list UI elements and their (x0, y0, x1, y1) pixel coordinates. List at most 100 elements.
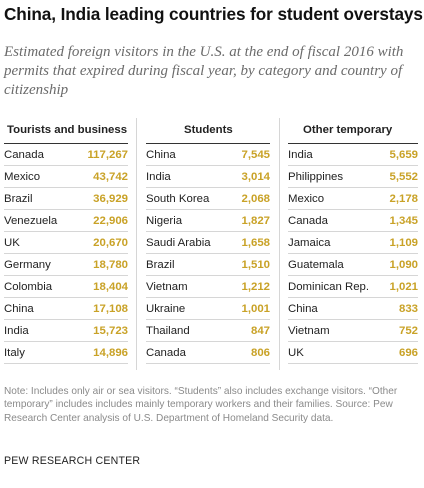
overstay-value: 22,906 (93, 214, 128, 227)
overstay-value: 43,742 (93, 170, 128, 183)
footnote: Note: Includes only air or sea visitors.… (4, 386, 398, 424)
overstay-value: 20,670 (93, 236, 128, 249)
overstay-value: 2,178 (389, 192, 418, 205)
column-students: Students China 7,545 India 3,014 South Korea… (146, 118, 270, 364)
table-row: Mexico 43,742 (4, 166, 128, 188)
table-row: Italy 14,896 (4, 342, 128, 364)
country-label: Mexico (288, 192, 325, 205)
table-row: Colombia 18,404 (4, 276, 128, 298)
table-row: Vietnam 1,212 (146, 276, 270, 298)
table-row: Venezuela 22,906 (4, 210, 128, 232)
table-row: Saudi Arabia 1,658 (146, 232, 270, 254)
table-row: Mexico 2,178 (288, 188, 418, 210)
table-row: India 3,014 (146, 166, 270, 188)
overstay-value: 847 (250, 324, 270, 337)
overstay-value: 1,212 (241, 280, 270, 293)
overstay-value: 1,658 (241, 236, 270, 249)
table-row: Canada 1,345 (288, 210, 418, 232)
country-label: Dominican Rep. (288, 280, 370, 293)
country-label: Philippines (288, 170, 344, 183)
country-label: India (288, 148, 313, 161)
country-label: Ukraine (146, 302, 186, 315)
country-label: Colombia (4, 280, 53, 293)
country-label: Guatemala (288, 258, 344, 271)
country-label: Italy (4, 346, 25, 359)
table-row: UK 20,670 (4, 232, 128, 254)
overstay-value: 1,109 (389, 236, 418, 249)
source-credit: PEW RESEARCH CENTER (4, 455, 141, 467)
overstay-value: 36,929 (93, 192, 128, 205)
table-row: Canada 117,267 (4, 144, 128, 166)
table-row: Jamaica 1,109 (288, 232, 418, 254)
table-row: China 17,108 (4, 298, 128, 320)
overstay-value: 806 (250, 346, 270, 359)
table-row: Nigeria 1,827 (146, 210, 270, 232)
overstay-value: 1,090 (389, 258, 418, 271)
country-label: Saudi Arabia (146, 236, 211, 249)
country-label: UK (288, 346, 304, 359)
table-row: China 7,545 (146, 144, 270, 166)
chart-title: China, India leading countries for stude… (4, 4, 423, 24)
overstay-table: Tourists and business Canada 117,267 Mexic… (0, 118, 424, 370)
country-label: Nigeria (146, 214, 183, 227)
overstay-value: 1,827 (241, 214, 270, 227)
country-label: Brazil (4, 192, 33, 205)
table-row: Brazil 36,929 (4, 188, 128, 210)
column-header: Other temporary (288, 118, 418, 144)
table-row: Germany 18,780 (4, 254, 128, 276)
table-row: Canada 806 (146, 342, 270, 364)
overstay-value: 1,510 (241, 258, 270, 271)
country-label: Canada (4, 148, 44, 161)
column-divider (136, 118, 137, 370)
overstay-value: 17,108 (93, 302, 128, 315)
table-row: Brazil 1,510 (146, 254, 270, 276)
overstay-value: 15,723 (93, 324, 128, 337)
country-label: India (4, 324, 29, 337)
country-label: Brazil (146, 258, 175, 271)
column-divider (279, 118, 280, 370)
table-row: China 833 (288, 298, 418, 320)
table-row: UK 696 (288, 342, 418, 364)
column-other-temporary: Other temporary India 5,659 Philippines 5,5… (288, 118, 418, 364)
table-row: South Korea 2,068 (146, 188, 270, 210)
table-row: Dominican Rep. 1,021 (288, 276, 418, 298)
chart-subtitle: Estimated foreign visitors in the U.S. a… (4, 44, 404, 98)
table-row: India 5,659 (288, 144, 418, 166)
overstay-value: 5,659 (389, 148, 418, 161)
overstay-value: 18,780 (93, 258, 128, 271)
table-row: Philippines 5,552 (288, 166, 418, 188)
column-header: Tourists and business (4, 118, 128, 144)
overstay-value: 1,001 (241, 302, 270, 315)
overstay-value: 752 (398, 324, 418, 337)
country-label: Mexico (4, 170, 41, 183)
country-label: Thailand (146, 324, 190, 337)
country-label: Jamaica (288, 236, 331, 249)
country-label: Venezuela (4, 214, 58, 227)
country-label: China (4, 302, 34, 315)
overstay-value: 14,896 (93, 346, 128, 359)
country-label: China (146, 148, 176, 161)
table-row: Vietnam 752 (288, 320, 418, 342)
overstay-value: 696 (398, 346, 418, 359)
overstay-value: 3,014 (241, 170, 270, 183)
country-label: India (146, 170, 171, 183)
table-row: Thailand 847 (146, 320, 270, 342)
table-row: India 15,723 (4, 320, 128, 342)
country-label: South Korea (146, 192, 210, 205)
overstay-value: 7,545 (241, 148, 270, 161)
overstay-value: 5,552 (389, 170, 418, 183)
table-row: Ukraine 1,001 (146, 298, 270, 320)
overstay-value: 1,345 (389, 214, 418, 227)
overstay-value: 117,267 (87, 148, 128, 161)
country-label: Canada (288, 214, 328, 227)
country-label: Vietnam (146, 280, 188, 293)
country-label: Vietnam (288, 324, 330, 337)
table-row: Guatemala 1,090 (288, 254, 418, 276)
country-label: Canada (146, 346, 186, 359)
column-header: Students (146, 118, 270, 144)
column-tourists-business: Tourists and business Canada 117,267 Mexic… (4, 118, 128, 364)
overstay-value: 833 (398, 302, 418, 315)
country-label: China (288, 302, 318, 315)
overstay-value: 2,068 (241, 192, 270, 205)
